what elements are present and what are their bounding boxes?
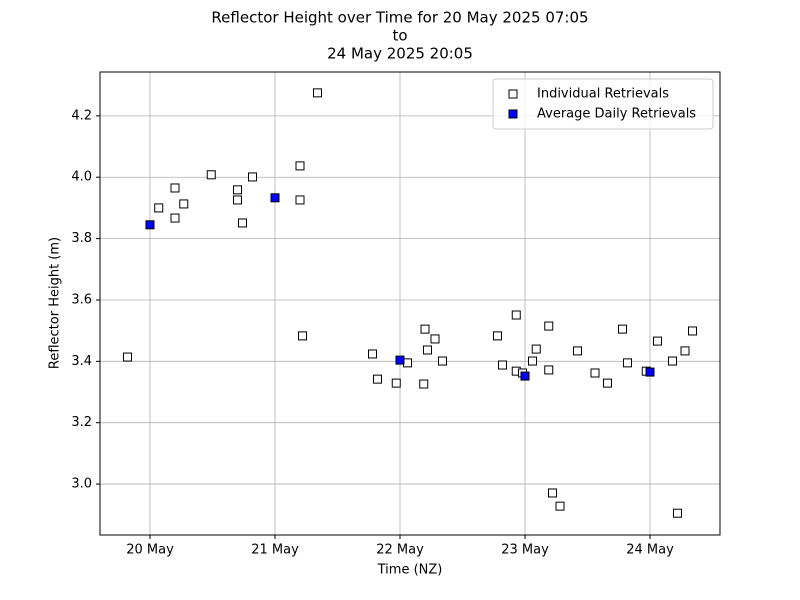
point bbox=[688, 326, 697, 336]
point bbox=[423, 345, 432, 355]
point bbox=[573, 346, 582, 356]
point bbox=[206, 170, 216, 180]
chart-title: Reflector Height over Time for 20 May 20… bbox=[211, 9, 588, 27]
point bbox=[511, 310, 521, 320]
point bbox=[373, 374, 382, 384]
point bbox=[170, 213, 180, 223]
point bbox=[493, 331, 502, 341]
point bbox=[270, 193, 280, 203]
chart-title: to bbox=[392, 27, 407, 45]
point bbox=[391, 378, 401, 388]
point bbox=[653, 336, 662, 346]
y-tick-label: 3.2 bbox=[71, 415, 92, 430]
point bbox=[403, 358, 412, 368]
point bbox=[233, 185, 242, 195]
legend-box bbox=[492, 78, 714, 130]
point bbox=[555, 501, 565, 511]
point bbox=[123, 352, 132, 362]
point bbox=[295, 161, 305, 171]
point bbox=[368, 349, 377, 359]
legend-marker bbox=[508, 109, 518, 119]
x-tick-label: 20 May bbox=[126, 543, 174, 558]
point bbox=[603, 378, 612, 388]
point bbox=[430, 334, 440, 344]
point bbox=[544, 321, 554, 331]
y-tick-label: 3.0 bbox=[71, 477, 92, 492]
point bbox=[298, 331, 307, 341]
x-tick-label: 24 May bbox=[626, 543, 674, 558]
legend-label: Individual Retrievals bbox=[537, 87, 669, 102]
x-tick-label: 23 May bbox=[501, 543, 549, 558]
x-axis-label: Time (NZ) bbox=[377, 563, 443, 578]
y-tick-label: 4.2 bbox=[71, 108, 92, 123]
y-tick-label: 3.4 bbox=[71, 354, 92, 369]
point bbox=[528, 356, 537, 366]
point bbox=[618, 324, 627, 334]
point bbox=[248, 172, 257, 182]
legend-label: Average Daily Retrievals bbox=[537, 107, 696, 122]
point bbox=[395, 355, 405, 365]
point bbox=[420, 324, 430, 334]
point bbox=[419, 379, 429, 389]
y-tick-label: 3.8 bbox=[71, 231, 92, 246]
plot-frame bbox=[99, 71, 721, 536]
point bbox=[233, 195, 242, 205]
legend-marker bbox=[508, 89, 518, 99]
point bbox=[295, 195, 305, 205]
point bbox=[673, 508, 682, 518]
point bbox=[154, 203, 164, 213]
point bbox=[170, 183, 180, 193]
point bbox=[623, 358, 632, 368]
point bbox=[544, 365, 554, 375]
point bbox=[668, 356, 677, 366]
y-tick-label: 3.6 bbox=[71, 292, 92, 307]
x-tick-label: 22 May bbox=[376, 543, 424, 558]
point bbox=[179, 199, 189, 209]
y-axis-label: Reflector Height (m) bbox=[48, 237, 63, 369]
point bbox=[645, 367, 655, 377]
chart-title: 24 May 2025 20:05 bbox=[327, 45, 473, 63]
point bbox=[531, 344, 541, 354]
point bbox=[438, 356, 447, 366]
point bbox=[238, 218, 247, 228]
point bbox=[145, 220, 155, 230]
point bbox=[498, 360, 507, 370]
point bbox=[313, 88, 322, 98]
point bbox=[590, 368, 600, 378]
point bbox=[680, 346, 690, 356]
y-tick-label: 4.0 bbox=[71, 170, 92, 185]
x-tick-label: 21 May bbox=[251, 543, 299, 558]
point bbox=[548, 488, 557, 498]
point bbox=[520, 371, 530, 381]
